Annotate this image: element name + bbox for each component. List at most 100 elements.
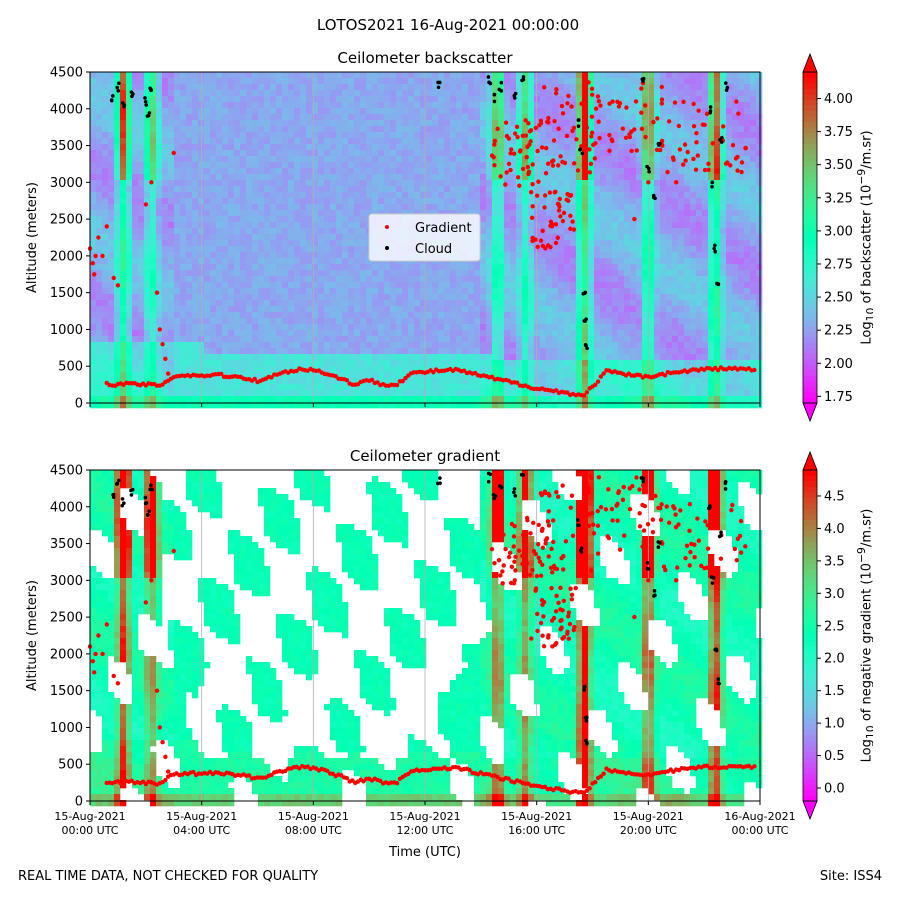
- heatmap-cell: [552, 102, 559, 109]
- heatmap-cell: [348, 336, 355, 343]
- heatmap-cell: [108, 156, 115, 163]
- heatmap-cell: [402, 120, 409, 127]
- heatmap-cell: [108, 276, 115, 283]
- heatmap-cell: [474, 132, 481, 139]
- heatmap-cell: [162, 180, 169, 187]
- heatmap-cell: [570, 342, 577, 349]
- heatmap-cell: [570, 384, 577, 391]
- heatmap-cell: [318, 228, 325, 235]
- heatmap-cell: [450, 282, 457, 289]
- heatmap-cell: [282, 348, 289, 355]
- heatmap-cell: [294, 126, 301, 133]
- heatmap-cell: [138, 378, 145, 385]
- heatmap-cell: [282, 342, 289, 349]
- heatmap-cell: [168, 186, 175, 193]
- heatmap-cell: [570, 138, 577, 145]
- heatmap-cell: [582, 396, 589, 403]
- heatmap-cell: [552, 366, 559, 373]
- heatmap-cell: [96, 78, 103, 85]
- heatmap-cell: [318, 276, 325, 283]
- heatmap-cell: [588, 330, 595, 337]
- heatmap-cell: [594, 156, 601, 163]
- heatmap-cell: [168, 180, 175, 187]
- heatmap-cell: [582, 246, 589, 253]
- heatmap-cell: [432, 162, 439, 169]
- heatmap-cell: [588, 228, 595, 235]
- heatmap-cell: [144, 402, 151, 409]
- heatmap-cell: [474, 294, 481, 301]
- heatmap-cell: [228, 96, 235, 103]
- heatmap-cell: [402, 402, 409, 409]
- heatmap-cell: [180, 210, 187, 217]
- heatmap-cell: [150, 108, 157, 115]
- heatmap-cell: [258, 114, 265, 121]
- heatmap-cell: [264, 276, 271, 283]
- heatmap-cell: [540, 330, 547, 337]
- heatmap-cell: [258, 288, 265, 295]
- heatmap-cell: [264, 246, 271, 253]
- heatmap-cell: [126, 156, 133, 163]
- heatmap-cell: [408, 114, 415, 121]
- heatmap-cell: [354, 192, 361, 199]
- heatmap-cell: [606, 198, 613, 205]
- heatmap-cell: [336, 294, 343, 301]
- heatmap-cell: [600, 234, 607, 241]
- heatmap-cell: [234, 186, 241, 193]
- heatmap-cell: [138, 318, 145, 325]
- heatmap-cell: [168, 144, 175, 151]
- heatmap-cell: [420, 204, 427, 211]
- heatmap-cell: [486, 252, 493, 259]
- heatmap-cell: [444, 276, 451, 283]
- heatmap-cell: [174, 108, 181, 115]
- heatmap-cell: [222, 288, 229, 295]
- heatmap-cell: [462, 138, 469, 145]
- heatmap-cell: [258, 396, 265, 403]
- heatmap-cell: [186, 120, 193, 127]
- heatmap-cell: [342, 288, 349, 295]
- heatmap-cell: [144, 126, 151, 133]
- heatmap-cell: [120, 366, 127, 373]
- heatmap-cell: [366, 264, 373, 271]
- heatmap-cell: [120, 306, 127, 313]
- heatmap-cell: [222, 336, 229, 343]
- heatmap-cell: [468, 186, 475, 193]
- heatmap-cell: [90, 186, 97, 193]
- heatmap-cell: [498, 402, 505, 409]
- heatmap-cell: [324, 282, 331, 289]
- heatmap-cell: [330, 210, 337, 217]
- heatmap-cell: [288, 240, 295, 247]
- heatmap-cell: [96, 108, 103, 115]
- heatmap-cell: [120, 114, 127, 121]
- heatmap-cell: [570, 174, 577, 181]
- heatmap-cell: [258, 186, 265, 193]
- heatmap-cell: [528, 324, 535, 331]
- heatmap-cell: [138, 198, 145, 205]
- heatmap-cell: [558, 312, 565, 319]
- heatmap-cell: [306, 390, 313, 397]
- heatmap-cell: [102, 390, 109, 397]
- heatmap-cell: [606, 264, 613, 271]
- heatmap-cell: [204, 384, 211, 391]
- heatmap-cell: [228, 120, 235, 127]
- heatmap-cell: [204, 282, 211, 289]
- heatmap-cell: [162, 186, 169, 193]
- heatmap-cell: [270, 312, 277, 319]
- heatmap-cell: [402, 192, 409, 199]
- heatmap-cell: [222, 150, 229, 157]
- heatmap-cell: [246, 318, 253, 325]
- heatmap-cell: [576, 216, 583, 223]
- heatmap-cell: [606, 174, 613, 181]
- heatmap-cell: [180, 402, 187, 409]
- heatmap-cell: [480, 294, 487, 301]
- heatmap-cell: [492, 114, 499, 121]
- heatmap-cell: [420, 348, 427, 355]
- heatmap-cell: [504, 222, 511, 229]
- heatmap-cell: [258, 270, 265, 277]
- heatmap-cell: [252, 174, 259, 181]
- heatmap-cell: [474, 330, 481, 337]
- heatmap-cell: [288, 360, 295, 367]
- heatmap-cell: [204, 288, 211, 295]
- heatmap-cell: [258, 384, 265, 391]
- heatmap-cell: [420, 198, 427, 205]
- heatmap-cell: [162, 126, 169, 133]
